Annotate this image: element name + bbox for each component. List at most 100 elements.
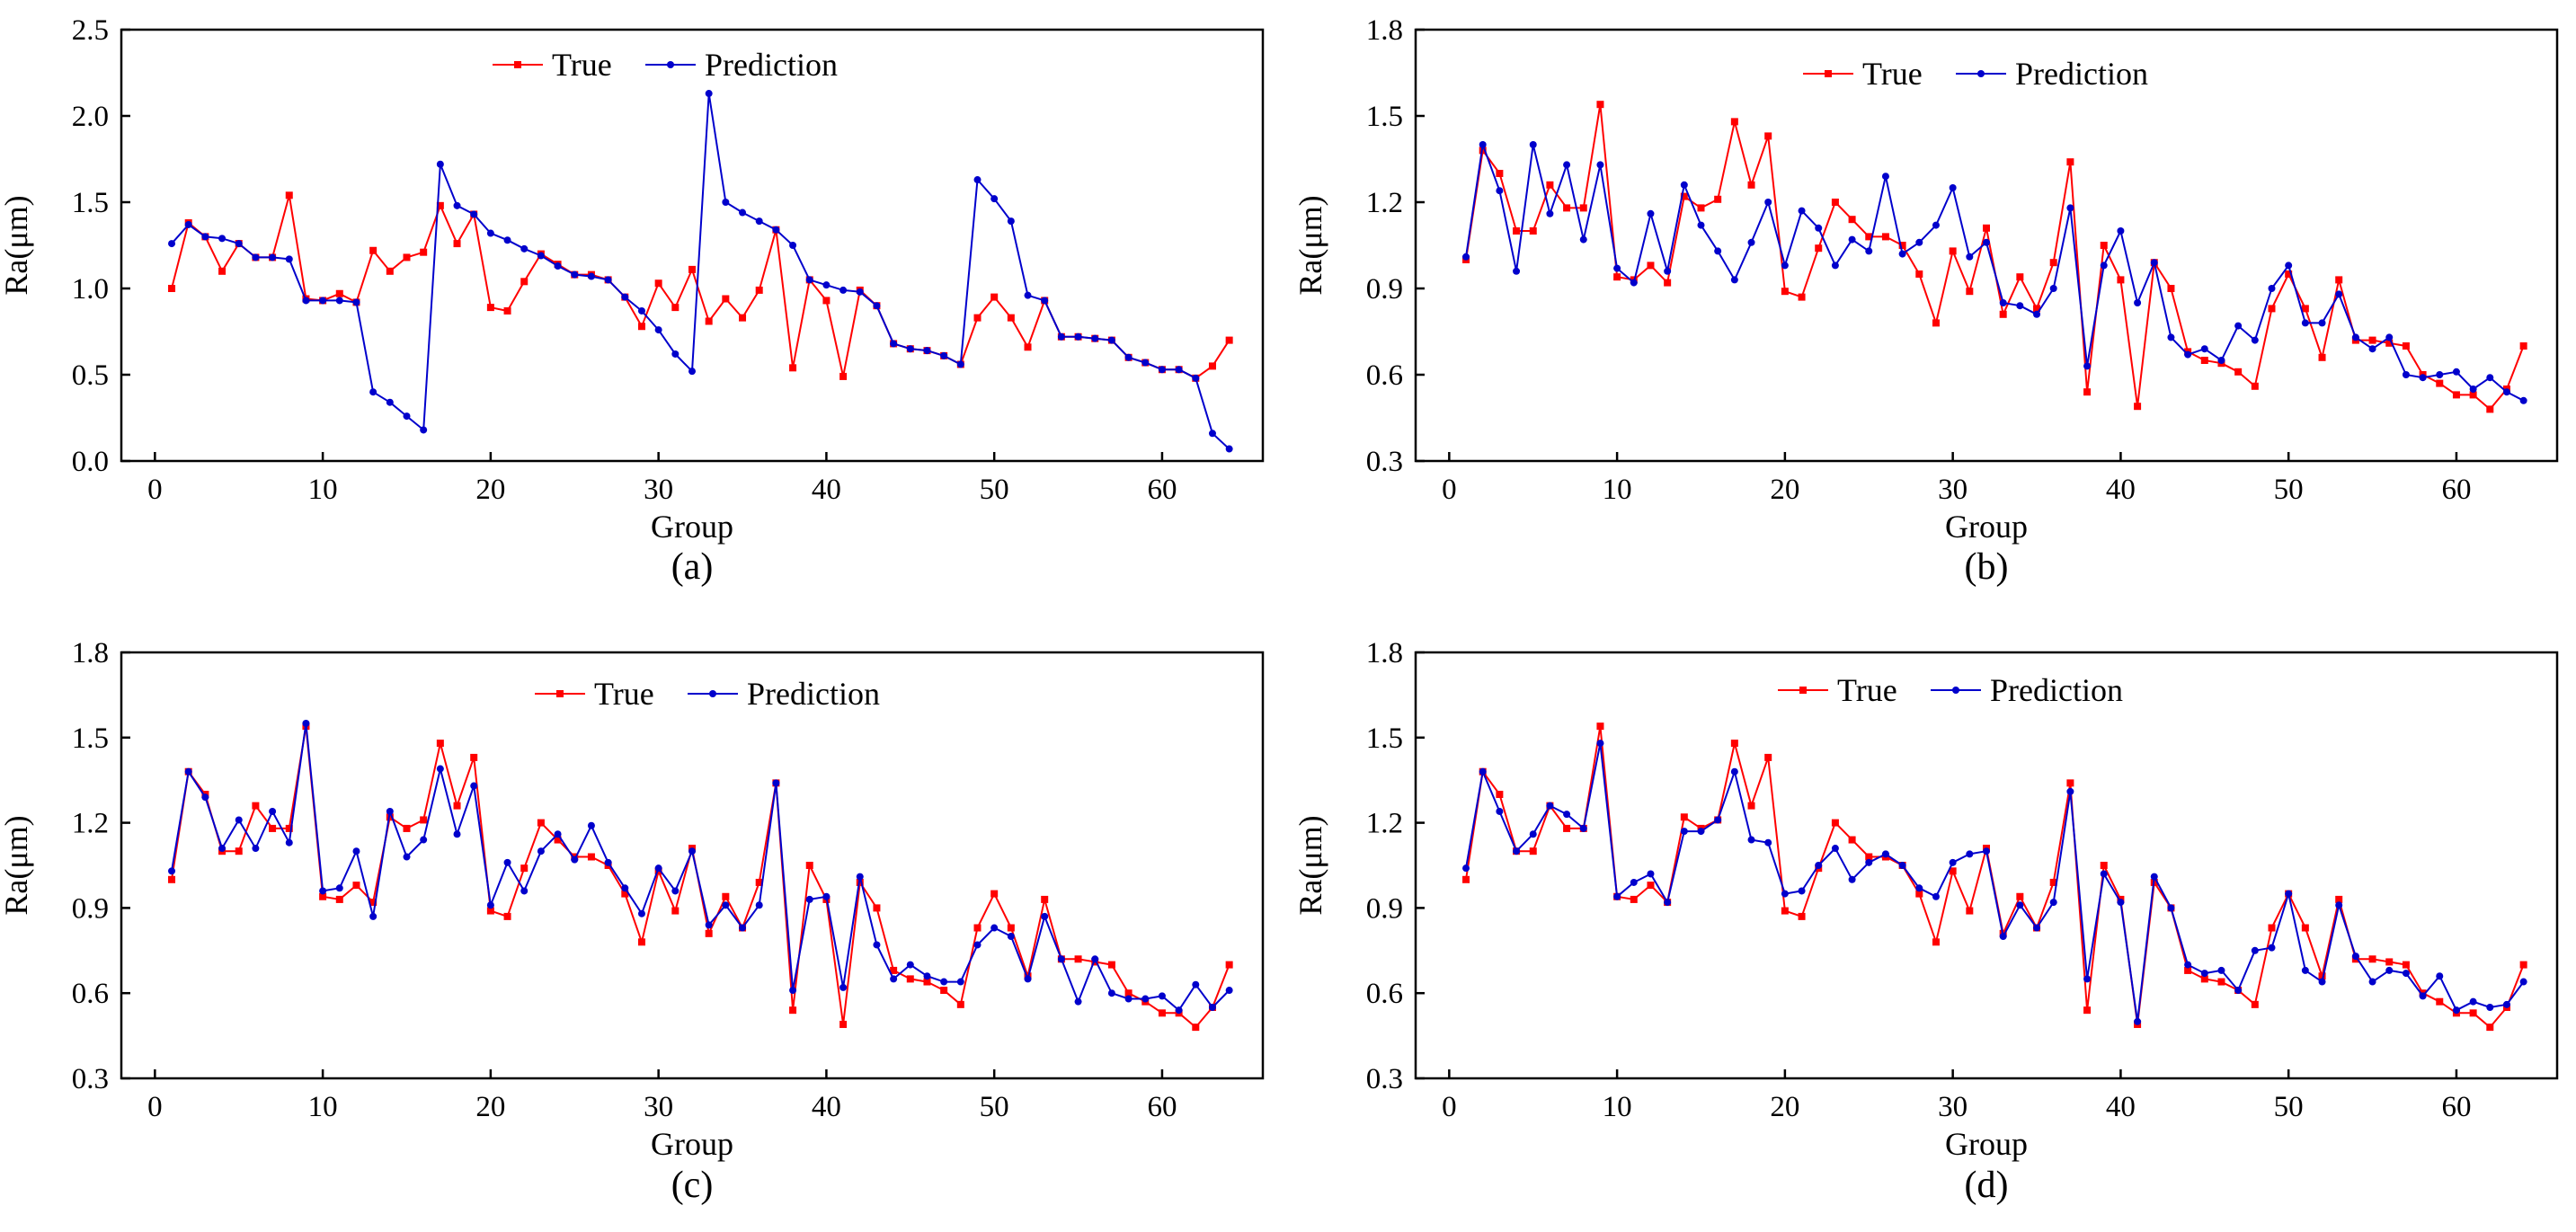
data-point bbox=[503, 236, 511, 244]
data-point bbox=[2268, 944, 2276, 952]
data-point bbox=[1764, 753, 1772, 761]
data-point bbox=[2184, 350, 2192, 359]
x-tick-label: 30 bbox=[644, 1091, 673, 1123]
data-point bbox=[2385, 339, 2394, 347]
data-point bbox=[2385, 966, 2394, 974]
data-point bbox=[1563, 204, 1571, 212]
data-point bbox=[973, 314, 982, 322]
series-true bbox=[1462, 101, 2527, 413]
legend-true-marker bbox=[514, 61, 521, 68]
data-point bbox=[856, 873, 864, 881]
data-point bbox=[923, 978, 931, 986]
data-point bbox=[2234, 368, 2243, 376]
data-point bbox=[335, 884, 343, 892]
data-point bbox=[269, 807, 277, 815]
data-point bbox=[2083, 388, 2092, 396]
data-point bbox=[906, 975, 914, 983]
data-point bbox=[1647, 882, 1655, 890]
data-point bbox=[805, 895, 813, 903]
data-point bbox=[1596, 161, 1604, 169]
data-point bbox=[940, 978, 948, 986]
data-point bbox=[1007, 217, 1015, 226]
data-point bbox=[201, 233, 209, 241]
data-point bbox=[2335, 276, 2343, 284]
data-point bbox=[789, 364, 797, 372]
data-point bbox=[1865, 853, 1873, 861]
data-point bbox=[755, 286, 763, 294]
y-tick-label: 1.2 bbox=[1366, 187, 1403, 219]
data-point bbox=[168, 285, 176, 292]
x-tick-label: 30 bbox=[1938, 474, 1968, 506]
data-point bbox=[839, 983, 848, 991]
data-point bbox=[789, 1006, 797, 1015]
data-point bbox=[2469, 391, 2477, 399]
y-tick-label: 0.6 bbox=[1366, 359, 1403, 392]
data-point bbox=[403, 412, 411, 421]
data-point bbox=[637, 306, 645, 315]
data-point bbox=[2301, 924, 2309, 932]
data-point bbox=[1697, 204, 1705, 212]
data-point bbox=[470, 753, 478, 761]
data-point bbox=[1546, 802, 1554, 810]
data-point bbox=[285, 824, 293, 832]
data-point bbox=[923, 347, 931, 355]
data-point bbox=[1579, 204, 1587, 212]
data-point bbox=[1730, 118, 1738, 126]
data-point bbox=[2318, 353, 2326, 361]
data-point bbox=[1680, 813, 1688, 821]
data-point bbox=[2066, 787, 2074, 795]
data-point bbox=[1024, 291, 1032, 299]
data-point bbox=[2335, 901, 2343, 909]
data-point bbox=[990, 293, 999, 301]
data-point bbox=[1949, 184, 1957, 191]
data-point bbox=[420, 836, 428, 844]
plot-frame bbox=[1414, 651, 2559, 1080]
data-point bbox=[2502, 1000, 2510, 1008]
data-point bbox=[335, 895, 343, 903]
data-point bbox=[1881, 173, 1889, 181]
data-point bbox=[1999, 310, 2007, 318]
x-tick-label: 50 bbox=[2274, 1091, 2304, 1123]
x-tick-label: 40 bbox=[812, 1091, 841, 1123]
legend: True Prediction bbox=[493, 47, 838, 83]
data-point bbox=[520, 244, 529, 253]
data-point bbox=[420, 426, 428, 434]
data-point bbox=[2184, 966, 2192, 974]
data-point bbox=[973, 924, 982, 932]
data-point bbox=[1983, 847, 1990, 855]
data-point bbox=[1529, 227, 1537, 235]
data-point bbox=[2318, 972, 2326, 980]
data-point bbox=[1831, 199, 1839, 206]
data-point bbox=[1664, 267, 1672, 275]
data-point bbox=[1496, 791, 1504, 798]
data-point bbox=[1798, 912, 1806, 920]
x-tick-label: 60 bbox=[2441, 474, 2471, 506]
data-point bbox=[956, 978, 964, 986]
data-point bbox=[2519, 396, 2527, 404]
data-point bbox=[1949, 858, 1957, 866]
x-tick-label: 20 bbox=[1770, 1091, 1799, 1123]
data-point bbox=[856, 288, 864, 296]
y-tick-label: 1.0 bbox=[72, 273, 109, 306]
data-point bbox=[486, 304, 494, 312]
data-point bbox=[2351, 953, 2359, 961]
series-line bbox=[1465, 725, 2525, 1029]
data-point bbox=[906, 345, 914, 353]
data-point bbox=[1898, 242, 1906, 249]
data-point bbox=[2016, 302, 2024, 310]
data-point bbox=[436, 201, 444, 209]
x-tick-label: 20 bbox=[475, 474, 505, 506]
data-point bbox=[1999, 299, 2007, 306]
x-tick-label: 60 bbox=[1147, 474, 1177, 506]
legend-true-label: True bbox=[1837, 672, 1897, 708]
data-point bbox=[2251, 946, 2259, 954]
data-point bbox=[403, 853, 411, 861]
data-point bbox=[1529, 141, 1537, 148]
data-point bbox=[369, 246, 378, 254]
data-point bbox=[621, 890, 629, 898]
data-point bbox=[1124, 995, 1133, 1003]
x-tick-label: 10 bbox=[308, 1091, 338, 1123]
data-point bbox=[1865, 247, 1873, 255]
data-point bbox=[1680, 181, 1688, 189]
